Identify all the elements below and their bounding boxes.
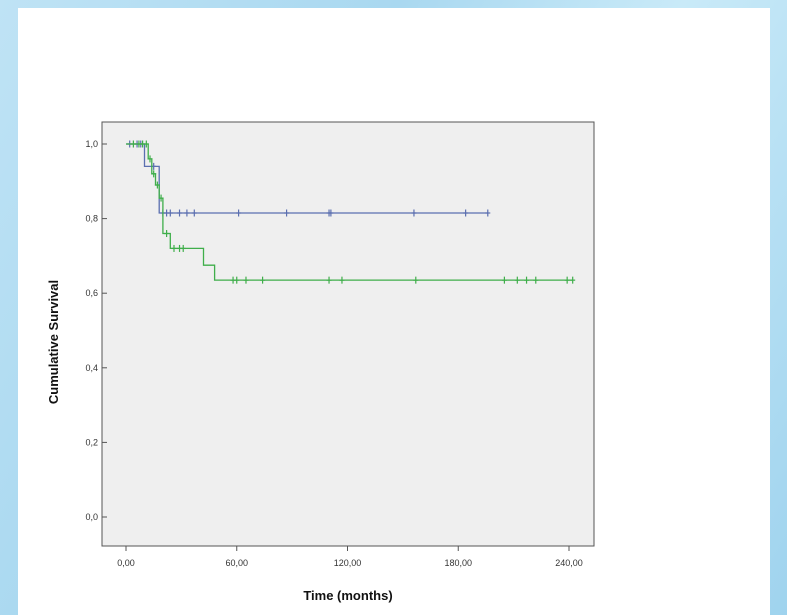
- series-2-censor-mark: [143, 140, 149, 148]
- series-2-censor-mark: [260, 276, 266, 284]
- x-tick-label: 180,00: [444, 558, 472, 568]
- series-2-censor-mark: [413, 276, 419, 284]
- x-tick-label: 120,00: [334, 558, 362, 568]
- series-2-censor-mark: [130, 140, 136, 148]
- y-axis-title: Cumulative Survival: [46, 280, 61, 404]
- series-1-censor-mark: [177, 209, 183, 217]
- series-2-censor-mark: [243, 276, 249, 284]
- series-2-censor-mark: [570, 276, 576, 284]
- series-1-censor-mark: [463, 209, 469, 217]
- series-2-censor-mark: [151, 170, 157, 178]
- y-tick-label: 0,8: [85, 214, 98, 224]
- y-axis: 0,0 0,2 0,4 0,6 0,8 1,0: [85, 139, 107, 522]
- series-1-censor-mark: [411, 209, 417, 217]
- series-2-censor-mark: [154, 181, 160, 189]
- series-2-censor-mark: [501, 276, 507, 284]
- y-tick-label: 0,6: [85, 288, 98, 298]
- series-2-censor-mark: [164, 230, 170, 238]
- series-2-censor-mark: [147, 155, 153, 163]
- series-1-censor-mark: [236, 209, 242, 217]
- x-tick-label: 0,00: [117, 558, 135, 568]
- series-2-censor-mark: [180, 244, 186, 252]
- series-1-censor-mark: [328, 209, 334, 217]
- series-2-censor-mark: [533, 276, 539, 284]
- series-2-censor-mark: [326, 276, 332, 284]
- series-1-censor-mark: [167, 209, 173, 217]
- y-tick-label: 0,0: [85, 512, 98, 522]
- x-tick-label: 240,00: [555, 558, 583, 568]
- series-2-censor-mark: [514, 276, 520, 284]
- series-2-censor-mark: [524, 276, 530, 284]
- x-axis: 0,00 60,00 120,00 180,00 240,00: [117, 546, 583, 568]
- series-2-censor-mark: [339, 276, 345, 284]
- series-2-censor-mark: [234, 276, 240, 284]
- series-2-censor-mark: [158, 194, 164, 202]
- plot-area: [101, 121, 595, 547]
- y-tick-label: 1,0: [85, 139, 98, 149]
- chart-frame: 0,0 0,2 0,4 0,6 0,8 1,0 0,00 60,00 120,00 180,00…: [18, 8, 770, 615]
- x-tick-label: 60,00: [225, 558, 248, 568]
- series-1-censor-mark: [184, 209, 190, 217]
- series-2-censor-mark: [171, 244, 177, 252]
- survival-chart: 0,0 0,2 0,4 0,6 0,8 1,0 0,00 60,00 120,00 180,00…: [46, 121, 595, 603]
- series-1-censor-mark: [284, 209, 290, 217]
- x-axis-title: Time (months): [303, 588, 392, 603]
- series-layer: [126, 140, 576, 284]
- series-2-censor-mark: [564, 276, 570, 284]
- y-tick-label: 0,4: [85, 363, 98, 373]
- y-tick-label: 0,2: [85, 437, 98, 447]
- series-1-censor-mark: [485, 209, 491, 217]
- series-1-censor-mark: [191, 209, 197, 217]
